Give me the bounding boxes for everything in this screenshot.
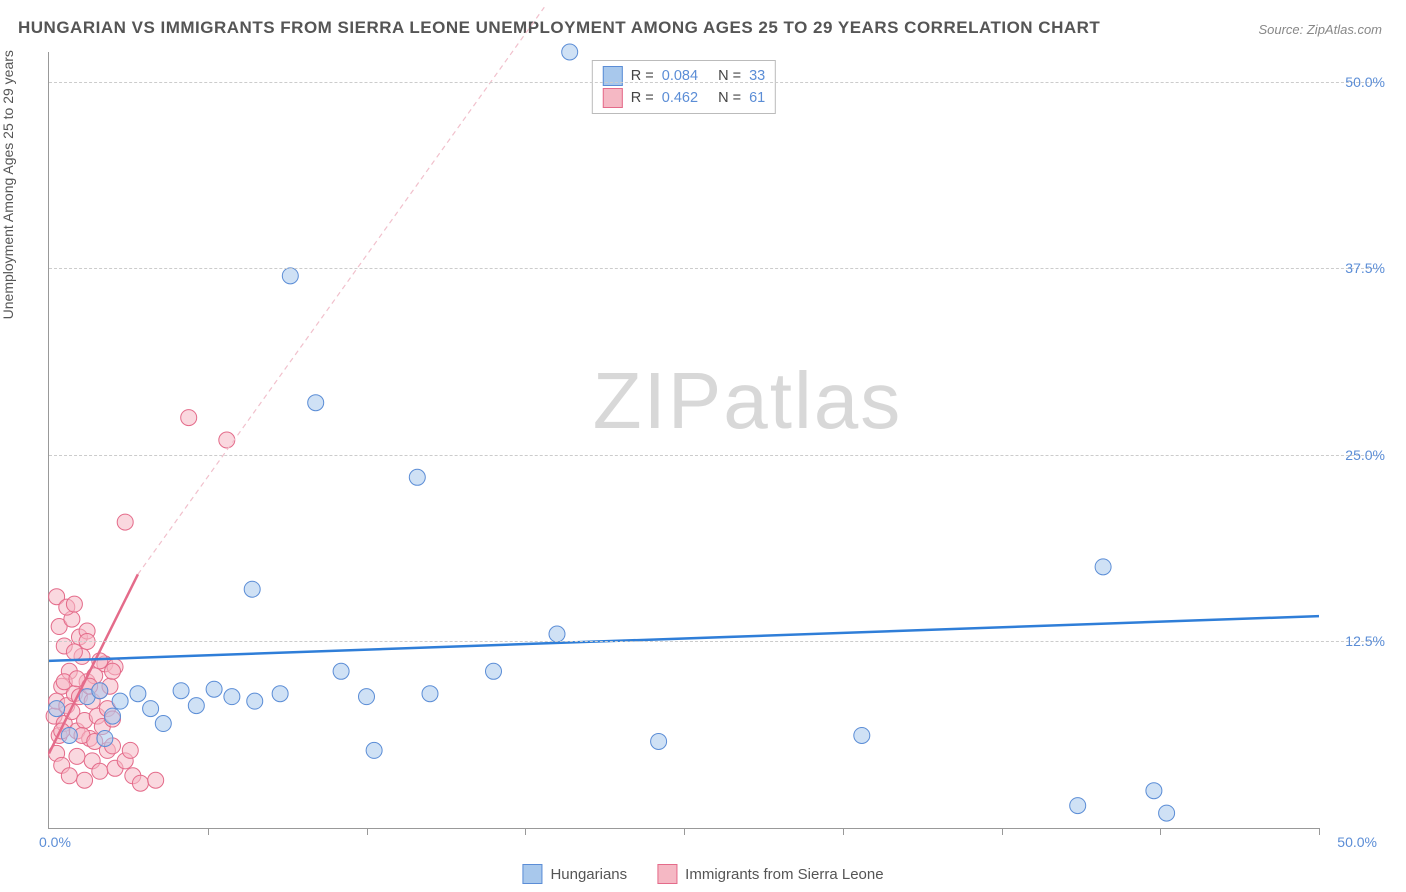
scatter-point-sierra-leone [77, 772, 93, 788]
scatter-point-hungarian [854, 727, 870, 743]
stats-row-series-a: R = 0.084 N = 33 [603, 65, 765, 87]
legend: Hungarians Immigrants from Sierra Leone [522, 864, 883, 884]
scatter-point-hungarian [1070, 798, 1086, 814]
legend-item-b: Immigrants from Sierra Leone [657, 864, 883, 884]
scatter-point-hungarian [173, 683, 189, 699]
scatter-point-hungarian [486, 663, 502, 679]
scatter-point-hungarian [97, 730, 113, 746]
legend-label-b: Immigrants from Sierra Leone [685, 866, 883, 883]
scatter-point-sierra-leone [219, 432, 235, 448]
scatter-point-sierra-leone [66, 596, 82, 612]
scatter-point-sierra-leone [181, 410, 197, 426]
scatter-point-hungarian [105, 708, 121, 724]
scatter-point-hungarian [282, 268, 298, 284]
scatter-point-sierra-leone [92, 763, 108, 779]
x-tick [684, 828, 685, 835]
scatter-point-hungarian [188, 698, 204, 714]
y-tick-label: 37.5% [1345, 260, 1385, 276]
scatter-point-sierra-leone [132, 775, 148, 791]
scatter-point-hungarian [130, 686, 146, 702]
gridline-h [49, 641, 1379, 642]
scatter-point-hungarian [366, 742, 382, 758]
plot-svg [49, 52, 1319, 828]
x-tick [1160, 828, 1161, 835]
scatter-point-hungarian [409, 469, 425, 485]
scatter-point-sierra-leone [105, 663, 121, 679]
scatter-point-hungarian [549, 626, 565, 642]
stats-swatch-b [603, 88, 623, 108]
scatter-point-hungarian [308, 395, 324, 411]
scatter-point-sierra-leone [122, 742, 138, 758]
scatter-point-sierra-leone [117, 514, 133, 530]
scatter-point-hungarian [244, 581, 260, 597]
legend-label-a: Hungarians [550, 866, 627, 883]
stats-r-value-b: 0.462 [662, 90, 698, 106]
stats-n-value-b: 61 [749, 90, 765, 106]
scatter-point-hungarian [155, 716, 171, 732]
x-tick [1002, 828, 1003, 835]
scatter-point-hungarian [49, 701, 65, 717]
scatter-point-hungarian [562, 44, 578, 60]
scatter-point-hungarian [359, 689, 375, 705]
scatter-point-sierra-leone [61, 768, 77, 784]
y-tick-label: 12.5% [1345, 633, 1385, 649]
scatter-point-hungarian [61, 727, 77, 743]
scatter-point-hungarian [422, 686, 438, 702]
y-tick-label: 25.0% [1345, 447, 1385, 463]
scatter-point-hungarian [112, 693, 128, 709]
stats-n-label-b: N = [718, 90, 741, 106]
stats-box: R = 0.084 N = 33 R = 0.462 N = 61 [592, 60, 776, 114]
plot-area: ZIPatlas R = 0.084 N = 33 R = 0.462 N = … [48, 52, 1319, 829]
y-axis-label: Unemployment Among Ages 25 to 29 years [0, 50, 16, 319]
scatter-point-hungarian [206, 681, 222, 697]
gridline-h [49, 455, 1379, 456]
trend-line-sierra-leone-extrapolated [138, 7, 544, 574]
x-tick [208, 828, 209, 835]
x-tick [367, 828, 368, 835]
scatter-point-hungarian [1095, 559, 1111, 575]
gridline-h [49, 268, 1379, 269]
y-tick-label: 50.0% [1345, 74, 1385, 90]
x-tick [525, 828, 526, 835]
scatter-point-hungarian [272, 686, 288, 702]
source-attribution: Source: ZipAtlas.com [1258, 22, 1382, 37]
stats-r-label-b: R = [631, 90, 654, 106]
scatter-point-sierra-leone [148, 772, 164, 788]
scatter-point-hungarian [143, 701, 159, 717]
trend-line-hungarian [49, 616, 1319, 661]
scatter-point-hungarian [333, 663, 349, 679]
scatter-point-sierra-leone [66, 644, 82, 660]
legend-item-a: Hungarians [522, 864, 627, 884]
x-tick [1319, 828, 1320, 835]
x-tick [843, 828, 844, 835]
stats-row-series-b: R = 0.462 N = 61 [603, 87, 765, 109]
legend-swatch-b [657, 864, 677, 884]
scatter-point-hungarian [92, 683, 108, 699]
scatter-point-hungarian [1159, 805, 1175, 821]
x-origin-label: 0.0% [39, 834, 71, 850]
legend-swatch-a [522, 864, 542, 884]
gridline-h [49, 82, 1379, 83]
scatter-point-hungarian [651, 733, 667, 749]
x-max-label: 50.0% [1337, 834, 1377, 850]
stats-swatch-a [603, 66, 623, 86]
chart-title: HUNGARIAN VS IMMIGRANTS FROM SIERRA LEON… [18, 18, 1100, 38]
scatter-point-sierra-leone [69, 748, 85, 764]
scatter-point-hungarian [247, 693, 263, 709]
scatter-point-hungarian [1146, 783, 1162, 799]
scatter-point-hungarian [224, 689, 240, 705]
